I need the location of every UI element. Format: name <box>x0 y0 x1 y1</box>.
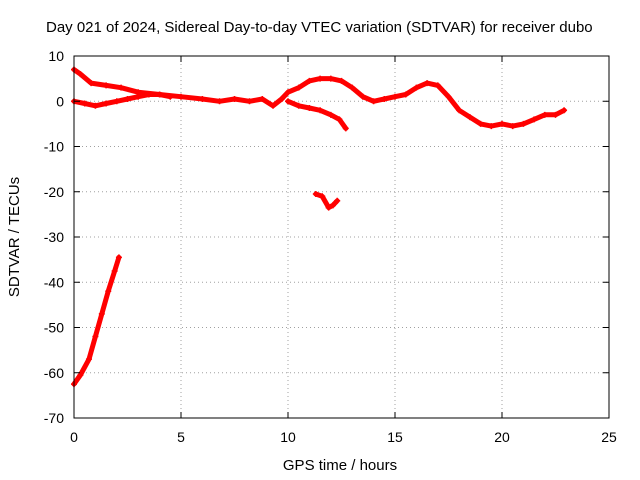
data-point <box>359 93 366 100</box>
data-point <box>336 116 343 123</box>
data-point <box>145 91 152 98</box>
data-point <box>199 95 206 102</box>
data-point <box>434 82 441 89</box>
data-point <box>424 80 431 87</box>
data-point <box>118 84 125 91</box>
data-point <box>319 193 326 200</box>
data-point <box>531 116 538 123</box>
data-point <box>111 267 118 274</box>
data-point <box>488 123 495 130</box>
data-point <box>156 91 163 98</box>
data-point <box>520 120 527 127</box>
y-tick-label: -40 <box>44 274 64 290</box>
data-point <box>103 100 110 107</box>
data-point <box>259 95 266 102</box>
data-point <box>103 82 110 89</box>
y-tick-label: -50 <box>44 320 64 336</box>
data-point <box>167 93 174 100</box>
data-point <box>561 107 568 114</box>
chart-title: Day 021 of 2024, Sidereal Day-to-day VTE… <box>46 19 593 36</box>
data-point <box>466 114 473 121</box>
data-point <box>349 84 356 91</box>
y-tick-label: -60 <box>44 365 64 381</box>
data-point <box>445 93 452 100</box>
data-point <box>306 77 313 84</box>
data-point <box>216 98 223 105</box>
data-point <box>381 95 388 102</box>
y-tick-label: 0 <box>56 93 64 109</box>
series-descending-arc <box>71 254 122 388</box>
data-point <box>246 98 253 105</box>
data-point <box>270 102 277 109</box>
data-point <box>317 107 324 114</box>
data-point <box>115 254 122 261</box>
y-tick-label: -30 <box>44 229 64 245</box>
y-tick-label: -20 <box>44 184 64 200</box>
x-tick-label: 0 <box>70 429 78 445</box>
series-lower-track <box>71 91 174 109</box>
data-point <box>77 372 84 379</box>
y-axis-title: SDTVAR / TECUs <box>6 177 23 297</box>
y-tick-label: -10 <box>44 139 64 155</box>
data-point <box>327 75 334 82</box>
axes: 0 5 10 15 20 25 10 0 -10 -20 -30 -40 -50 -60 -70 <box>44 48 617 445</box>
data-point <box>456 107 463 114</box>
data-point <box>92 333 99 340</box>
data-point <box>329 202 336 209</box>
y-tick-label: -70 <box>44 410 64 426</box>
x-tick-label: 15 <box>387 429 403 445</box>
data-point <box>295 102 302 109</box>
y-tick-label: 10 <box>48 48 64 64</box>
data-point <box>325 204 332 211</box>
series-mid-branch <box>285 98 349 132</box>
data-point <box>317 75 324 82</box>
series-layer <box>71 66 568 388</box>
x-tick-label: 25 <box>601 429 617 445</box>
data-point <box>98 310 105 317</box>
data-point <box>295 84 302 91</box>
data-point <box>105 288 112 295</box>
data-point <box>113 98 120 105</box>
data-point <box>81 100 88 107</box>
data-point <box>77 71 84 78</box>
data-point <box>85 356 92 363</box>
data-point <box>278 95 285 102</box>
data-point <box>370 98 377 105</box>
series-line <box>71 254 122 387</box>
data-point <box>135 93 142 100</box>
data-point <box>552 111 559 118</box>
data-point <box>231 95 238 102</box>
grid <box>74 56 609 418</box>
series-isolated-arc <box>312 191 341 211</box>
data-point <box>285 89 291 96</box>
data-point <box>178 93 184 100</box>
x-axis-title: GPS time / hours <box>283 457 397 474</box>
data-point <box>413 84 420 91</box>
series-upper-track <box>71 66 568 130</box>
data-point <box>338 77 345 84</box>
x-tick-label: 20 <box>494 429 510 445</box>
data-point <box>327 111 334 118</box>
data-point <box>477 120 484 127</box>
data-point <box>334 197 341 204</box>
data-point <box>92 102 99 109</box>
data-point <box>402 91 409 98</box>
x-tick-label: 10 <box>280 429 296 445</box>
data-point <box>509 123 516 130</box>
data-point <box>124 95 131 102</box>
series-line <box>71 92 173 109</box>
data-point <box>88 80 95 87</box>
data-point <box>312 191 319 198</box>
data-point <box>392 93 398 100</box>
data-point <box>499 120 505 127</box>
data-point <box>285 98 291 105</box>
data-point <box>342 125 349 132</box>
x-tick-label: 5 <box>177 429 185 445</box>
data-point <box>541 111 548 118</box>
data-point <box>306 105 313 112</box>
